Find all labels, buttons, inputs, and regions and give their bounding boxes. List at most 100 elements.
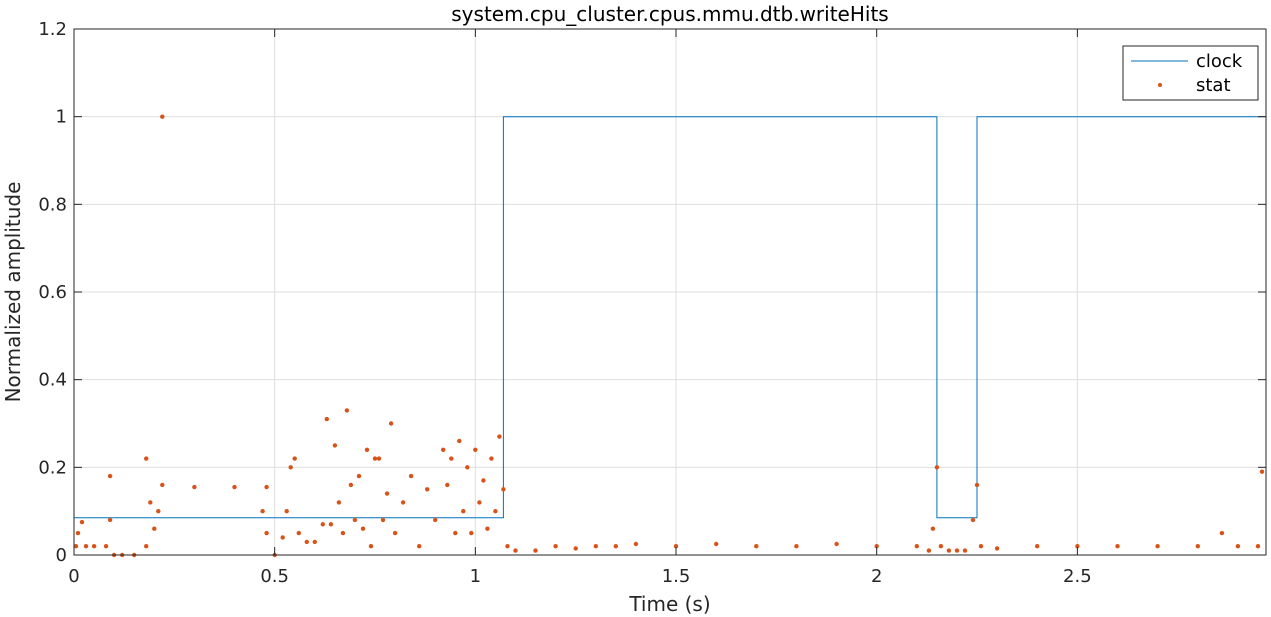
stat-point [533, 548, 538, 553]
stat-point [1255, 544, 1261, 549]
stat-point [593, 544, 598, 549]
stat-point [388, 421, 394, 426]
stat-point [493, 509, 498, 514]
stat-point [144, 456, 149, 461]
stat-point [1155, 544, 1160, 549]
stat-point [433, 517, 438, 523]
stat-point [834, 541, 839, 547]
stat-point [954, 548, 960, 553]
stat-point [714, 541, 719, 547]
legend-stat-swatch [1158, 83, 1162, 87]
clock-line [74, 116, 1266, 519]
stat-point [489, 456, 494, 461]
stat-point [453, 530, 458, 536]
y-tick-label: 0.8 [38, 194, 67, 215]
stat-point [312, 539, 317, 545]
stat-point [160, 482, 165, 488]
stat-point [497, 434, 502, 439]
stat-point [553, 544, 558, 549]
stat-point [1115, 544, 1120, 549]
x-tick-label: 2 [871, 566, 882, 587]
stat-point [192, 484, 197, 490]
stat-point [978, 544, 984, 549]
stat-point [264, 484, 269, 490]
stat-point [368, 544, 374, 549]
stat-point [1219, 530, 1225, 536]
stat-point [107, 473, 113, 479]
stat-point [408, 473, 414, 479]
stat-point [754, 544, 759, 549]
y-axis-title: Normalized amplitude [1, 182, 25, 403]
stat-point [75, 530, 81, 536]
stat-point [148, 500, 153, 505]
stat-point [1235, 544, 1241, 549]
stat-point [144, 544, 149, 549]
stat-point [380, 517, 386, 523]
stat-point [91, 544, 97, 549]
stat-point [425, 487, 430, 492]
x-tick-label: 1.5 [662, 566, 691, 587]
stat-point [356, 473, 362, 479]
stat-point [934, 465, 940, 470]
stat-point [930, 526, 936, 531]
stat-point [1075, 544, 1080, 549]
stat-point [501, 487, 506, 492]
y-tick-label: 1.2 [38, 19, 67, 40]
stat-point [360, 526, 366, 531]
stat-point [288, 465, 293, 470]
y-tick-label: 0.4 [38, 370, 67, 391]
stat-point [280, 535, 285, 540]
legend: clock stat [1122, 45, 1259, 101]
stat-point [505, 544, 510, 549]
stat-point [477, 500, 482, 505]
stat-point [392, 530, 398, 536]
stat-point [445, 482, 450, 488]
stat-point [974, 482, 980, 488]
stat-point [372, 456, 378, 461]
stat-point [296, 530, 301, 536]
stat-point [417, 544, 422, 549]
stat-point [481, 478, 486, 483]
stat-point [461, 509, 466, 514]
stat-point [79, 519, 85, 525]
stat-point [328, 522, 334, 527]
stat-point [160, 114, 165, 119]
stat-point [457, 438, 462, 444]
x-tick-label: 2.5 [1063, 566, 1092, 587]
legend-box [1122, 45, 1259, 101]
stat-point [352, 517, 358, 523]
x-tick-label: 1 [470, 566, 481, 587]
x-tick-label: 0.5 [260, 566, 289, 587]
stat-point [613, 544, 618, 549]
stat-point [673, 544, 679, 549]
stat-point [384, 491, 390, 496]
stat-point [344, 408, 350, 413]
stat-point [83, 544, 89, 549]
stat-point [469, 530, 474, 536]
y-tick-label: 0.2 [38, 457, 67, 478]
stat-point [260, 509, 265, 514]
stat-point [320, 522, 325, 527]
stat-series [73, 114, 1265, 558]
stat-point [926, 548, 932, 553]
stat-point [465, 465, 470, 470]
stat-point [970, 517, 976, 523]
legend-stat-label: stat [1196, 75, 1231, 96]
stat-point [573, 546, 578, 551]
stat-point [938, 544, 944, 549]
stat-point [348, 482, 354, 488]
stat-point [156, 509, 161, 514]
stat-point [107, 517, 113, 523]
stat-point [340, 530, 346, 536]
y-tick-label: 0 [56, 545, 67, 566]
stat-point [73, 544, 79, 549]
stat-point [264, 530, 269, 536]
stat-point [473, 447, 478, 452]
stat-point [485, 526, 490, 531]
stat-point [1259, 469, 1265, 474]
stat-point [103, 544, 109, 549]
stat-point [332, 443, 338, 448]
stat-point [292, 456, 297, 461]
x-axis-ticks: 0 0.5 1 1.5 2 2.5 [68, 29, 1092, 587]
